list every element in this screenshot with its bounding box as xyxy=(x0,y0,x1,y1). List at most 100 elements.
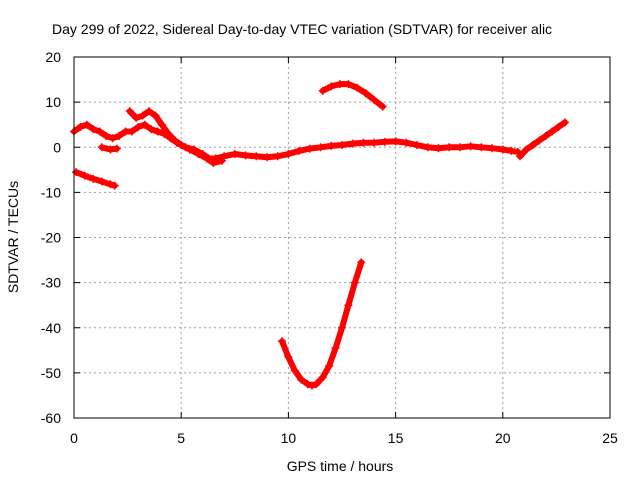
data-point xyxy=(262,153,271,162)
plot-frame xyxy=(73,56,611,419)
y-tick-label: -20 xyxy=(41,230,61,246)
data-point xyxy=(338,140,346,149)
y-tick-label: -60 xyxy=(41,410,61,426)
data-point xyxy=(378,102,387,111)
data-point xyxy=(507,146,516,155)
data-point xyxy=(284,353,293,362)
data-point xyxy=(316,143,325,152)
y-tick-label: 10 xyxy=(45,94,61,110)
data-point xyxy=(80,171,89,180)
data-point xyxy=(325,362,334,371)
data-point xyxy=(413,140,422,149)
data-point xyxy=(391,137,400,146)
data-point xyxy=(89,174,98,183)
x-tick-label: 25 xyxy=(602,430,618,446)
data-point xyxy=(344,80,353,89)
data-point xyxy=(97,177,106,186)
y-tick-label: -40 xyxy=(41,320,61,336)
data-point xyxy=(357,258,366,267)
data-point xyxy=(348,139,357,148)
data-point xyxy=(97,143,106,152)
data-point xyxy=(202,154,211,163)
data-point xyxy=(145,107,154,116)
data-point xyxy=(361,89,370,98)
data-point xyxy=(353,83,362,92)
y-tick-label: -30 xyxy=(41,275,61,291)
data-point xyxy=(241,151,250,160)
data-point xyxy=(277,337,286,346)
data-point xyxy=(72,168,81,177)
data-point xyxy=(305,144,314,153)
data-point xyxy=(327,82,336,91)
data-point xyxy=(535,136,544,145)
data-point xyxy=(370,138,379,147)
data-point xyxy=(147,125,156,134)
data-point xyxy=(560,118,569,127)
data-point xyxy=(209,159,218,168)
data-point xyxy=(350,278,359,287)
data-point xyxy=(290,366,299,375)
data-point xyxy=(157,120,166,129)
data-point xyxy=(423,143,432,152)
grid-lines xyxy=(74,57,610,418)
y-tick-label: -10 xyxy=(41,184,61,200)
data-point xyxy=(153,127,162,136)
data-point xyxy=(528,140,537,149)
data-point xyxy=(151,111,160,120)
data-point xyxy=(82,120,91,129)
data-point xyxy=(303,380,312,389)
data-point xyxy=(76,122,85,131)
data-point xyxy=(297,375,306,384)
data-point xyxy=(488,144,497,153)
data-point xyxy=(112,144,121,153)
x-tick-label: 15 xyxy=(388,430,404,446)
data-point xyxy=(132,113,141,122)
data-point xyxy=(445,143,454,152)
data-point xyxy=(89,125,98,134)
data-point xyxy=(194,150,203,159)
data-point xyxy=(230,150,239,159)
data-point xyxy=(295,146,304,155)
data-series xyxy=(70,80,569,390)
data-point xyxy=(115,131,124,140)
data-point xyxy=(125,107,134,116)
tick-labels: 0 5 10 15 20 25 -60 -50 -40 -30 -20 -10 0 10 20 xyxy=(41,49,618,446)
data-point xyxy=(318,373,327,382)
data-point xyxy=(177,140,186,149)
y-axis-label: SDTVAR / TECUs xyxy=(5,181,21,293)
data-point xyxy=(273,152,282,161)
x-tick-label: 20 xyxy=(495,430,511,446)
data-point xyxy=(164,129,173,138)
data-point xyxy=(515,152,524,161)
data-point xyxy=(102,131,111,140)
data-point xyxy=(477,143,486,152)
data-point xyxy=(344,301,353,310)
data-point xyxy=(185,145,194,154)
data-point xyxy=(434,144,443,153)
data-point xyxy=(455,143,464,152)
data-point xyxy=(338,323,346,332)
data-point xyxy=(108,134,117,143)
data-point xyxy=(318,86,327,95)
data-point xyxy=(312,380,321,389)
data-point xyxy=(466,142,475,151)
data-point xyxy=(327,141,336,150)
data-point xyxy=(359,138,368,147)
data-point xyxy=(140,120,149,129)
x-tick-label: 5 xyxy=(177,430,185,446)
data-point xyxy=(284,150,293,159)
y-tick-label: 0 xyxy=(53,139,61,155)
data-point xyxy=(370,95,379,104)
data-point xyxy=(134,122,143,131)
data-point xyxy=(402,138,411,147)
data-point xyxy=(548,127,557,136)
data-point xyxy=(106,180,115,189)
data-point xyxy=(335,80,344,89)
series-main xyxy=(71,121,521,162)
data-point xyxy=(331,344,340,353)
data-point xyxy=(554,122,563,131)
data-point xyxy=(498,145,507,154)
data-point xyxy=(170,136,179,145)
data-point xyxy=(217,156,226,165)
